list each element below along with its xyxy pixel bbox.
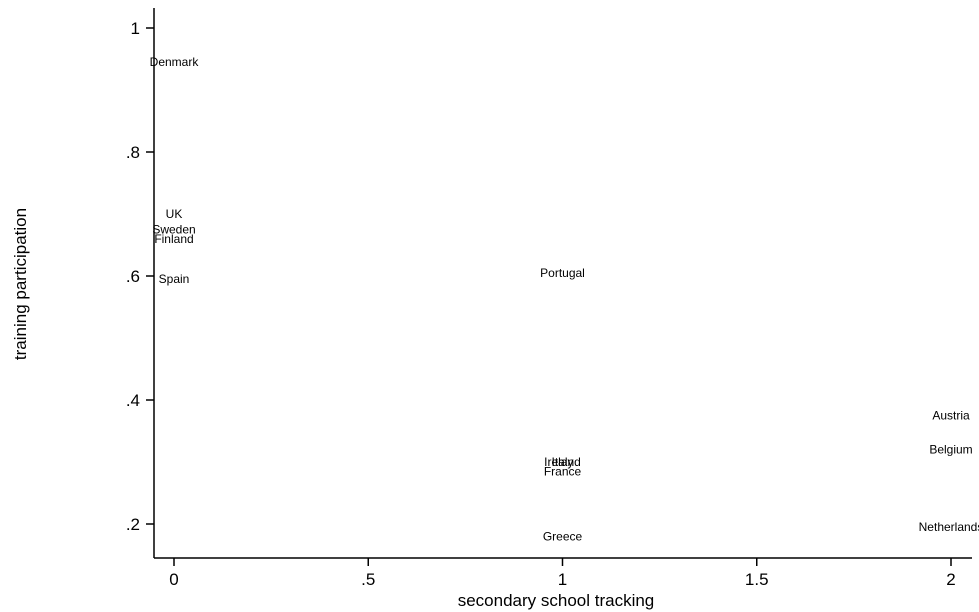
x-axis-title: secondary school tracking: [458, 591, 655, 610]
point-label-belgium: Belgium: [929, 443, 972, 457]
y-tick-label: .8: [126, 143, 140, 162]
point-label-greece: Greece: [543, 529, 583, 543]
point-label-uk: UK: [166, 207, 183, 221]
point-label-denmark: Denmark: [150, 55, 200, 69]
y-tick-label: .4: [126, 391, 140, 410]
point-label-finland: Finland: [154, 232, 193, 246]
point-label-portugal: Portugal: [540, 266, 585, 280]
y-axis-ticks: .2 .4 .6 .8 1: [126, 19, 154, 534]
point-label-austria: Austria: [932, 409, 970, 423]
x-tick-label: 1: [558, 570, 567, 589]
y-tick-label: .2: [126, 515, 140, 534]
point-label-france: France: [544, 464, 582, 478]
x-tick-label: .5: [361, 570, 375, 589]
x-axis-ticks: 0 .5 1 1.5 2: [169, 558, 956, 589]
point-label-italy: Italy: [551, 455, 573, 469]
point-label-spain: Spain: [159, 272, 190, 286]
y-tick-label: 1: [131, 19, 140, 38]
x-tick-label: 0: [169, 570, 178, 589]
point-label-ireland: Ireland: [544, 455, 581, 469]
y-tick-label: .6: [126, 267, 140, 286]
point-label-netherlands: Netherlands: [919, 520, 979, 534]
x-tick-label: 2: [946, 570, 955, 589]
x-tick-label: 1.5: [745, 570, 769, 589]
point-label-sweden: Sweden: [152, 223, 195, 237]
y-axis-title: training participation: [11, 208, 30, 360]
